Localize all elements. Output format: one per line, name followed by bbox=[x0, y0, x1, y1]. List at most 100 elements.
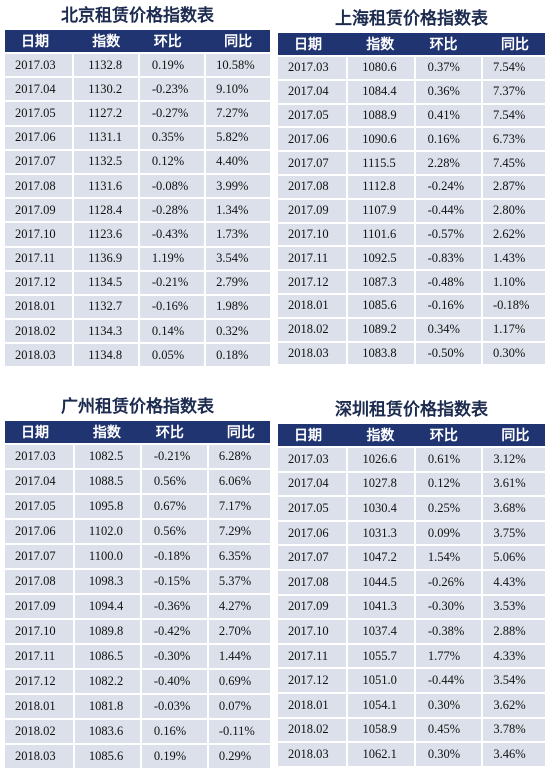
table-cell: 1131.6 bbox=[74, 172, 140, 198]
table-row: 2018.02 1089.2 0.34% 1.17% bbox=[278, 316, 545, 341]
table-row: 2017.03 1026.6 0.61% 3.12% bbox=[278, 446, 545, 471]
column-header: 同比 bbox=[483, 424, 545, 446]
table-cell: 1.73% bbox=[206, 221, 270, 246]
table-cell: 2017.11 bbox=[5, 245, 75, 270]
table-cell: 3.78% bbox=[483, 716, 545, 742]
table-cell: 0.37% bbox=[415, 55, 483, 79]
table-row: 2017.03 1132.8 0.19% 10.58% bbox=[5, 52, 270, 77]
table-row: 2017.04 1130.2 -0.23% 9.10% bbox=[5, 76, 270, 101]
table-cell: 7.54% bbox=[482, 102, 545, 127]
table-cell: 2017.07 bbox=[5, 543, 75, 568]
table-cell: -0.42% bbox=[141, 618, 209, 643]
table-cell: 2017.05 bbox=[278, 102, 349, 127]
table-cell: 3.54% bbox=[483, 667, 545, 692]
table-cell: 1080.6 bbox=[348, 55, 416, 79]
table-cell: 1089.8 bbox=[74, 618, 142, 643]
table-cell: 2018.03 bbox=[5, 743, 75, 768]
table-cell: 0.34% bbox=[415, 316, 483, 341]
table-cell: 1134.8 bbox=[74, 342, 140, 367]
table-cell: -0.28% bbox=[139, 197, 207, 222]
beijing-panel: 北京租赁价格指数表 日期 指数 环比 同比 2017.03 1132.8 0.19% 10.5… bbox=[5, 2, 270, 370]
table-row: 2017.11 1136.9 1.19% 3.54% bbox=[5, 245, 270, 270]
table-cell: 2018.01 bbox=[5, 693, 75, 718]
table-row: 2017.05 1088.9 0.41% 7.54% bbox=[278, 102, 545, 127]
table-cell: 2017.07 bbox=[278, 544, 349, 569]
table-cell: 1090.6 bbox=[348, 126, 416, 151]
table-cell: 0.69% bbox=[208, 668, 270, 693]
header-row: 日期 指数 环比 同比 bbox=[278, 424, 545, 446]
table-cell: 1.10% bbox=[482, 269, 545, 293]
table-cell: 1131.1 bbox=[74, 124, 140, 149]
table-cell: 7.17% bbox=[208, 493, 270, 518]
table-cell: 2018.02 bbox=[278, 316, 349, 341]
table-row: 2018.01 1132.7 -0.16% 1.98% bbox=[5, 293, 270, 319]
shanghai-title: 上海租赁价格指数表 bbox=[335, 9, 488, 29]
table-cell: 0.07% bbox=[208, 693, 270, 718]
table-cell: 0.30% bbox=[415, 691, 484, 717]
table-cell: 3.53% bbox=[483, 593, 545, 619]
table-cell: -0.36% bbox=[141, 593, 209, 618]
table-row: 2018.03 1062.1 0.30% 3.46% bbox=[278, 741, 545, 766]
table-cell: 2017.12 bbox=[278, 269, 349, 293]
table-cell: 2017.09 bbox=[278, 593, 349, 619]
table-cell: 2017.03 bbox=[5, 52, 75, 77]
table-cell: 2.87% bbox=[482, 173, 545, 198]
table-cell: 0.19% bbox=[141, 743, 209, 768]
table-cell: -0.44% bbox=[415, 197, 483, 222]
table-cell: 2018.01 bbox=[5, 293, 75, 319]
table-cell: -0.21% bbox=[139, 269, 207, 294]
table-cell: 1094.4 bbox=[74, 593, 142, 618]
table-row: 2017.10 1037.4 -0.38% 2.88% bbox=[278, 618, 545, 643]
table-cell: -0.21% bbox=[141, 443, 209, 468]
table-cell: 0.16% bbox=[415, 126, 483, 151]
table-cell: 2017.06 bbox=[5, 124, 75, 149]
table-row: 2017.09 1041.3 -0.30% 3.53% bbox=[278, 593, 545, 619]
table-cell: 1.77% bbox=[415, 642, 484, 668]
table-cell: -0.16% bbox=[415, 292, 483, 317]
table-row: 2017.06 1131.1 0.35% 5.82% bbox=[5, 124, 270, 149]
header-row: 日期 指数 环比 同比 bbox=[5, 421, 270, 443]
table-row: 2017.12 1082.2 -0.40% 0.69% bbox=[5, 668, 270, 693]
table-cell: 1107.9 bbox=[348, 197, 416, 222]
table-row: 2018.03 1083.8 -0.50% 0.30% bbox=[278, 340, 545, 365]
table-cell: 1115.5 bbox=[348, 150, 416, 174]
table-cell: -0.48% bbox=[415, 269, 483, 293]
table-cell: 0.30% bbox=[415, 741, 484, 766]
table-cell: 0.41% bbox=[415, 102, 483, 127]
table-cell: 4.40% bbox=[206, 148, 270, 173]
table-row: 2018.02 1083.6 0.16% -0.11% bbox=[5, 718, 270, 743]
table-row: 2017.12 1134.5 -0.21% 2.79% bbox=[5, 269, 270, 294]
table-cell: 1127.2 bbox=[74, 100, 140, 125]
table-row: 2017.08 1131.6 -0.08% 3.99% bbox=[5, 172, 270, 198]
table-row: 2018.02 1134.3 0.14% 0.32% bbox=[5, 318, 270, 343]
table-cell: 2017.05 bbox=[5, 100, 75, 125]
table-cell: -0.03% bbox=[141, 693, 209, 718]
table-cell: 1132.7 bbox=[74, 293, 140, 319]
table-cell: 2017.10 bbox=[5, 221, 75, 246]
table-cell: 1112.8 bbox=[348, 173, 416, 198]
table-row: 2018.01 1054.1 0.30% 3.62% bbox=[278, 691, 545, 717]
table-cell: 1055.7 bbox=[348, 642, 416, 668]
table-row: 2017.08 1112.8 -0.24% 2.87% bbox=[278, 173, 545, 198]
table-row: 2017.12 1087.3 -0.48% 1.10% bbox=[278, 269, 545, 293]
table-cell: 1134.5 bbox=[74, 269, 140, 294]
table-cell: 0.56% bbox=[141, 518, 209, 543]
table-cell: 6.35% bbox=[208, 543, 270, 568]
table-cell: 5.82% bbox=[206, 124, 270, 149]
table-cell: 2017.07 bbox=[278, 150, 349, 174]
table-cell: -0.38% bbox=[415, 618, 484, 643]
table-cell: 9.10% bbox=[206, 76, 270, 101]
table-cell: 2017.04 bbox=[278, 470, 349, 496]
column-header: 指数 bbox=[348, 33, 416, 55]
table-cell: 2018.02 bbox=[5, 318, 75, 343]
table-cell: 1082.2 bbox=[74, 668, 142, 693]
table-cell: 0.05% bbox=[139, 342, 207, 367]
column-header: 环比 bbox=[415, 33, 483, 55]
table-cell: 1085.6 bbox=[74, 743, 142, 768]
table-cell: 2017.11 bbox=[5, 643, 75, 668]
table-cell: -0.27% bbox=[139, 100, 207, 125]
table-cell: 1062.1 bbox=[348, 741, 416, 766]
table-cell: 2017.10 bbox=[5, 618, 75, 643]
table-cell: 0.35% bbox=[139, 124, 207, 149]
beijing-table: 日期 指数 环比 同比 2017.03 1132.8 0.19% 10.58% 2017.04 1… bbox=[5, 30, 270, 367]
